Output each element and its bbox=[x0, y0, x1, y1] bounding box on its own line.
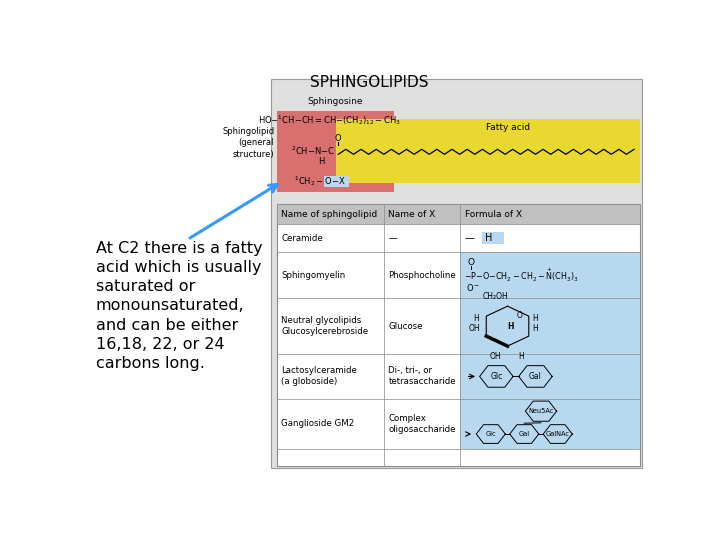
Text: H: H bbox=[532, 323, 538, 333]
Text: Sphingomyelin: Sphingomyelin bbox=[282, 271, 346, 280]
Text: Ganglioside GM2: Ganglioside GM2 bbox=[282, 419, 355, 428]
Bar bbox=[460, 298, 639, 354]
Text: Glc: Glc bbox=[485, 431, 496, 437]
Bar bbox=[482, 232, 503, 245]
Text: $^2$CH$-$N$-$C: $^2$CH$-$N$-$C bbox=[291, 145, 335, 157]
Text: Neu5Ac: Neu5Ac bbox=[528, 408, 554, 414]
Text: O$^-$: O$^-$ bbox=[466, 282, 480, 293]
Bar bbox=[336, 119, 639, 183]
Text: —: — bbox=[388, 234, 397, 242]
Text: Lactosylceramide
(a globoside): Lactosylceramide (a globoside) bbox=[282, 367, 357, 387]
Text: H: H bbox=[474, 314, 479, 322]
Text: O: O bbox=[468, 258, 474, 267]
Bar bbox=[277, 204, 639, 224]
Text: O: O bbox=[517, 310, 523, 320]
Text: Ceramide: Ceramide bbox=[282, 234, 323, 242]
Text: At C2 there is a fatty
acid which is usually
saturated or
monounsaturated,
and c: At C2 there is a fatty acid which is usu… bbox=[96, 241, 262, 371]
Text: Gal: Gal bbox=[529, 372, 542, 381]
Bar bbox=[324, 176, 349, 187]
Text: —: — bbox=[464, 233, 474, 243]
Text: H: H bbox=[485, 233, 492, 243]
Text: Sphingosine: Sphingosine bbox=[307, 97, 364, 106]
Bar bbox=[460, 252, 639, 298]
Text: H: H bbox=[318, 157, 324, 166]
Text: H: H bbox=[518, 352, 524, 361]
Text: OH: OH bbox=[490, 352, 501, 361]
Bar bbox=[277, 111, 394, 192]
Text: Formula of X: Formula of X bbox=[464, 210, 522, 219]
Text: CH₂OH: CH₂OH bbox=[482, 292, 508, 301]
Text: GalNAc: GalNAc bbox=[546, 431, 570, 437]
Text: Sphingolipid
(general
structure): Sphingolipid (general structure) bbox=[222, 127, 274, 159]
Text: H: H bbox=[507, 322, 513, 330]
Text: Name of X: Name of X bbox=[388, 210, 436, 219]
Text: SPHINGOLIPIDS: SPHINGOLIPIDS bbox=[310, 75, 428, 90]
Bar bbox=[460, 399, 639, 449]
Text: Name of sphingolipid: Name of sphingolipid bbox=[282, 210, 378, 219]
Text: $-$P$-$O$-$CH$_2-$CH$_2-\overset{+}{\mathrm{N}}$(CH$_3)_3$: $-$P$-$O$-$CH$_2-$CH$_2-\overset{+}{\mat… bbox=[464, 266, 579, 284]
Text: H: H bbox=[532, 314, 538, 322]
Text: Fatty acid: Fatty acid bbox=[487, 123, 531, 132]
Text: Complex
oligosaccharide: Complex oligosaccharide bbox=[388, 414, 456, 434]
Text: O: O bbox=[335, 134, 341, 143]
Bar bbox=[271, 79, 642, 468]
Text: Neutral glycolipids
Glucosylcerebroside: Neutral glycolipids Glucosylcerebroside bbox=[282, 316, 369, 336]
Bar bbox=[460, 354, 639, 399]
Text: Gal: Gal bbox=[518, 431, 530, 437]
Bar bbox=[277, 204, 639, 466]
Text: Glc: Glc bbox=[490, 372, 503, 381]
Text: OH: OH bbox=[469, 323, 480, 333]
Text: Glucose: Glucose bbox=[388, 322, 423, 330]
Text: Di-, tri-, or
tetrasaccharide: Di-, tri-, or tetrasaccharide bbox=[388, 367, 456, 387]
Text: $^1$CH$_2-$O$-$X: $^1$CH$_2-$O$-$X bbox=[294, 174, 346, 188]
Text: Phosphocholine: Phosphocholine bbox=[388, 271, 456, 280]
Text: HO$-^1$CH$-$CH$=$CH$-$(CH$_2)_{12}-$CH$_3$: HO$-^1$CH$-$CH$=$CH$-$(CH$_2)_{12}-$CH$_… bbox=[258, 113, 402, 127]
